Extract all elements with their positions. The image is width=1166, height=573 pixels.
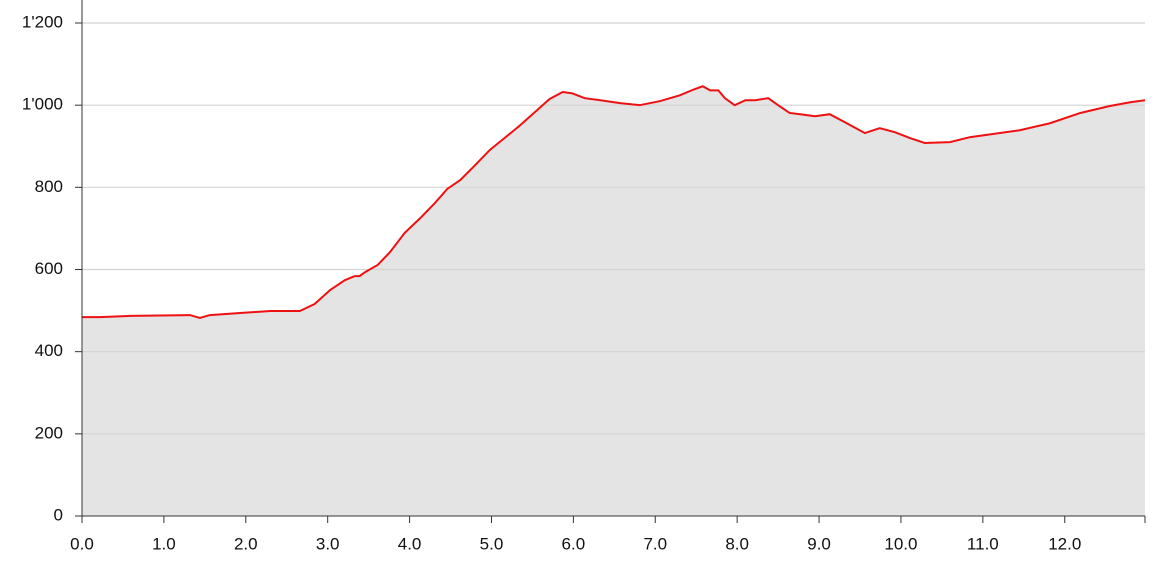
x-tick-label: 6.0 — [562, 534, 586, 553]
x-tick-label: 0.0 — [70, 534, 94, 553]
x-tick-label: 1.0 — [152, 534, 176, 553]
y-tick-label: 800 — [35, 177, 63, 196]
x-tick-label: 12.0 — [1048, 534, 1081, 553]
x-tick-label: 10.0 — [884, 534, 917, 553]
y-tick-label: 1'000 — [22, 95, 63, 114]
x-tick-label: 2.0 — [234, 534, 258, 553]
x-tick-label: 7.0 — [643, 534, 667, 553]
y-tick-label: 400 — [35, 341, 63, 360]
x-tick-label: 5.0 — [480, 534, 504, 553]
line — [82, 85, 1146, 320]
x-tick-label: 8.0 — [725, 534, 749, 553]
x-tick-label: 9.0 — [807, 534, 831, 553]
y-tick-label: 0 — [54, 505, 63, 524]
area — [82, 86, 1145, 517]
x-tick-label: 4.0 — [398, 534, 422, 553]
x-tick-label: 3.0 — [316, 534, 340, 553]
y-tick-label: 1'200 — [22, 12, 63, 31]
y-tick-label: 600 — [35, 259, 63, 278]
y-tick-label: 200 — [35, 423, 63, 442]
x-tick-label: 11.0 — [967, 534, 999, 553]
